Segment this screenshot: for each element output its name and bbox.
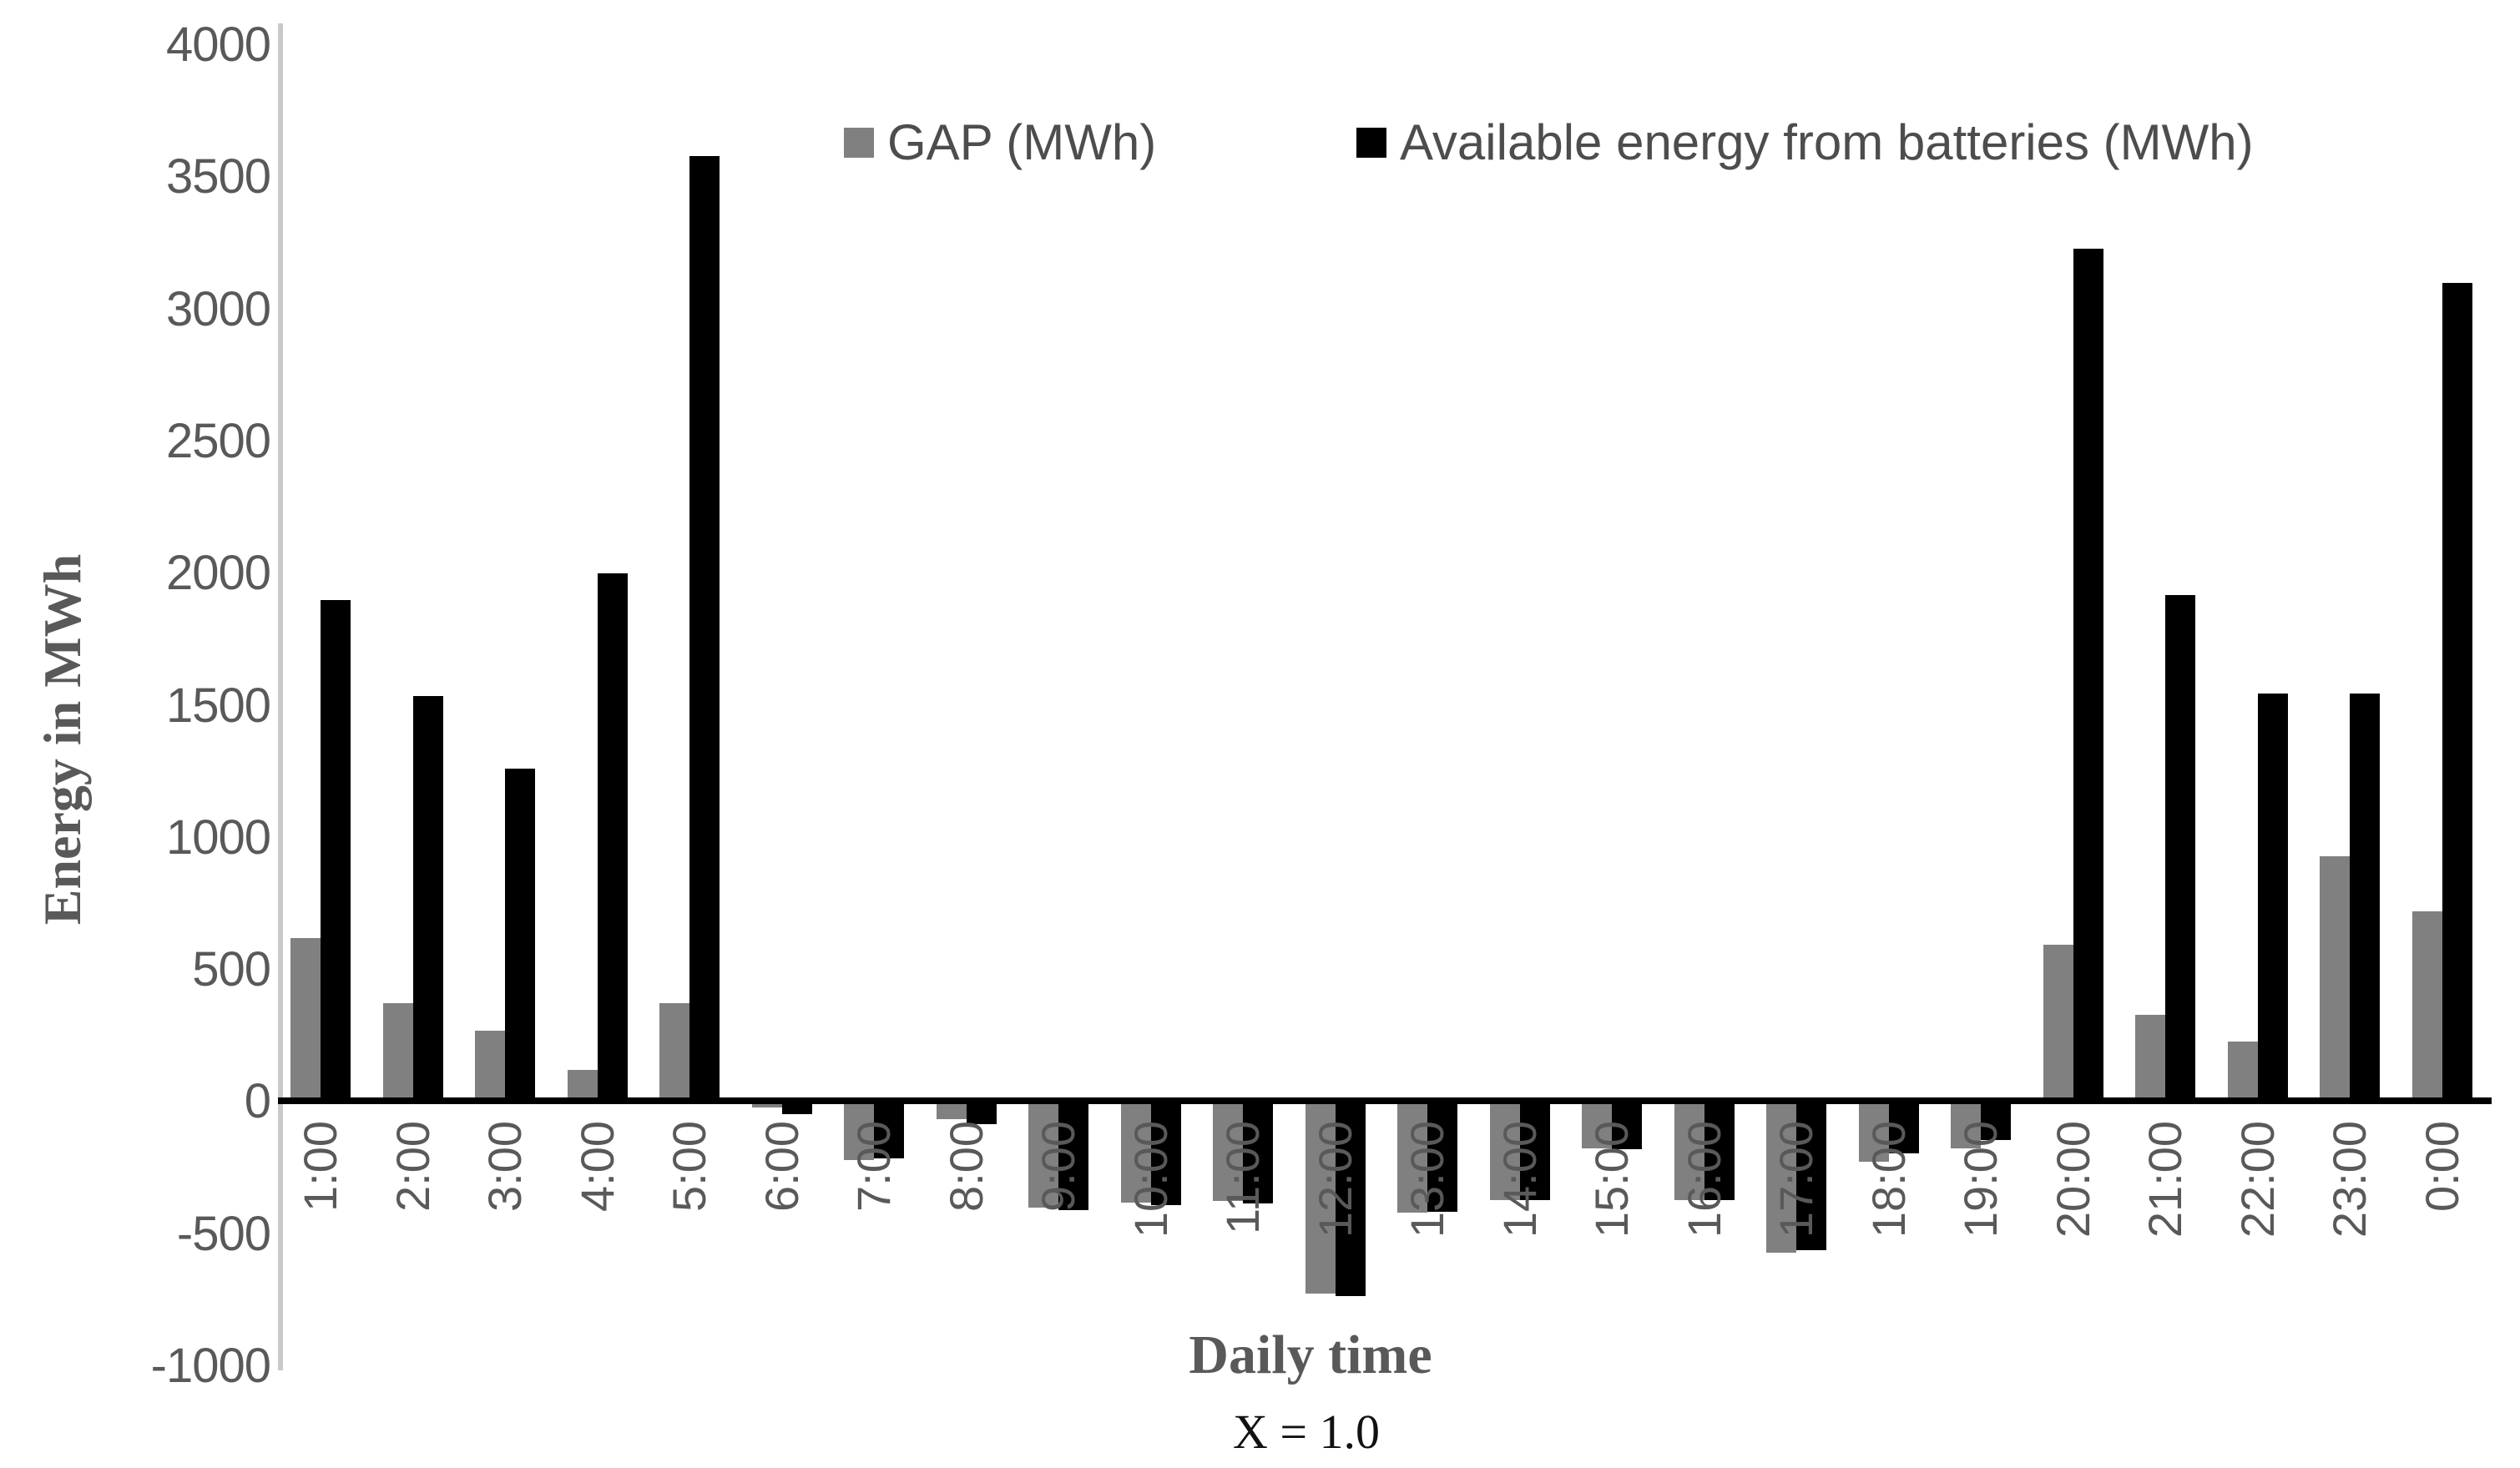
bar-gap: [475, 1030, 505, 1102]
x-tick-label: 13:00: [1401, 1121, 1453, 1238]
x-axis-title: Daily time: [1189, 1324, 1432, 1385]
x-tick-label: 19:00: [1954, 1121, 2007, 1238]
x-tick-label: 12:00: [1308, 1121, 1361, 1238]
y-tick-label: -1000: [150, 1339, 271, 1393]
bar-gap: [2135, 1014, 2165, 1102]
bar-batteries: [1150, 1102, 1181, 1205]
y-tick-label: -500: [176, 1206, 271, 1261]
x-tick-label: 21:00: [2139, 1121, 2191, 1238]
bar-batteries: [1796, 1102, 1826, 1250]
bar-batteries: [1243, 1102, 1273, 1204]
bar-gap: [2320, 855, 2350, 1102]
x-tick-label: 23:00: [2323, 1121, 2376, 1238]
bar-gap: [1120, 1102, 1151, 1203]
caption: X = 1.0: [1232, 1405, 1381, 1459]
x-tick-label: 4:00: [570, 1121, 624, 1212]
y-tick-label: 4000: [165, 18, 271, 72]
x-tick-label: 2:00: [386, 1121, 439, 1212]
y-tick-label: 2500: [165, 413, 271, 468]
bar-batteries: [505, 769, 535, 1102]
bar-gap: [1213, 1102, 1243, 1202]
bar-batteries: [1335, 1102, 1366, 1297]
bar-gap: [567, 1070, 598, 1102]
x-tick-label: 14:00: [1492, 1121, 1546, 1238]
bar-batteries: [1981, 1102, 2011, 1141]
x-tick-label: 15:00: [1585, 1121, 1638, 1238]
gap-series-swatch: [844, 127, 874, 158]
bar-batteries: [781, 1102, 812, 1114]
y-tick-label: 500: [192, 942, 271, 997]
bar-gap: [2411, 911, 2442, 1102]
x-tick-label: 3:00: [478, 1121, 531, 1212]
legend-item-batteries: Available energy from batteries (MWh): [1356, 114, 2254, 171]
bar-gap: [1582, 1102, 1612, 1148]
y-tick-label: 0: [244, 1074, 271, 1129]
bar-gap: [1951, 1102, 1981, 1148]
legend: GAP (MWh) Available energy from batterie…: [0, 107, 2520, 174]
x-tick-label: 5:00: [663, 1121, 715, 1212]
bar-gap: [751, 1102, 782, 1107]
bar-batteries: [1427, 1102, 1457, 1212]
batteries-series-swatch: [1356, 127, 1386, 158]
bar-gap: [382, 1002, 413, 1102]
x-tick-label: 20:00: [2046, 1121, 2099, 1238]
bar-batteries: [874, 1102, 904, 1159]
bar-gap: [844, 1102, 874, 1161]
bar-batteries: [966, 1102, 997, 1125]
x-tick-label: 10:00: [1124, 1121, 1177, 1238]
bar-gap: [290, 938, 321, 1102]
bar-gap: [1766, 1102, 1796, 1253]
bar-gap: [1028, 1102, 1058, 1208]
bar-gap: [1397, 1102, 1427, 1213]
bar-batteries: [1704, 1102, 1735, 1200]
x-tick-label: 11:00: [1216, 1121, 1269, 1234]
bar-gap: [2227, 1041, 2258, 1102]
bar-batteries: [2442, 282, 2472, 1102]
batteries-series-label: Available energy from batteries (MWh): [1400, 114, 2254, 170]
gap-series-label: GAP (MWh): [887, 114, 1157, 170]
bar-gap: [1305, 1102, 1336, 1294]
zero-baseline: [278, 1097, 2492, 1105]
bar-batteries: [412, 696, 443, 1102]
x-tick-label: 22:00: [2230, 1121, 2284, 1238]
y-axis-line: [278, 23, 283, 1370]
x-tick-label: 16:00: [1677, 1121, 1730, 1238]
bar-gap: [659, 1002, 689, 1102]
x-tick-label: 8:00: [939, 1121, 992, 1212]
bar-batteries: [1612, 1102, 1642, 1150]
y-tick-label: 1000: [165, 810, 271, 865]
bar-batteries: [2350, 694, 2380, 1102]
x-tick-label: 6:00: [755, 1121, 808, 1212]
y-tick-label: 1500: [165, 678, 271, 733]
x-tick-label: 0:00: [2415, 1121, 2468, 1212]
bar-batteries: [2165, 594, 2195, 1102]
x-tick-label: 1:00: [294, 1121, 346, 1212]
y-tick-label: 3500: [165, 149, 271, 204]
bar-gap: [936, 1102, 967, 1119]
x-tick-label: 7:00: [847, 1121, 900, 1212]
y-tick-label: 2000: [165, 546, 271, 601]
y-tick-label: 3000: [165, 281, 271, 336]
x-tick-label: 9:00: [1032, 1121, 1084, 1212]
bar-gap: [1674, 1102, 1704, 1200]
legend-item-gap: GAP (MWh): [844, 114, 1156, 171]
bar-batteries: [1058, 1102, 1088, 1211]
bar-batteries: [321, 599, 351, 1102]
bar-batteries: [2073, 248, 2103, 1102]
x-tick-label: 17:00: [1770, 1121, 1822, 1238]
bar-batteries: [1519, 1102, 1550, 1200]
bar-batteries: [1888, 1102, 1919, 1154]
bar-gap: [1858, 1102, 1889, 1162]
x-tick-label: 18:00: [1861, 1121, 1915, 1238]
bar-gap: [2043, 945, 2073, 1102]
bar-batteries: [2257, 694, 2288, 1102]
bar-batteries: [689, 155, 720, 1102]
bar-batteries: [597, 573, 628, 1102]
bar-gap: [1489, 1102, 1520, 1200]
